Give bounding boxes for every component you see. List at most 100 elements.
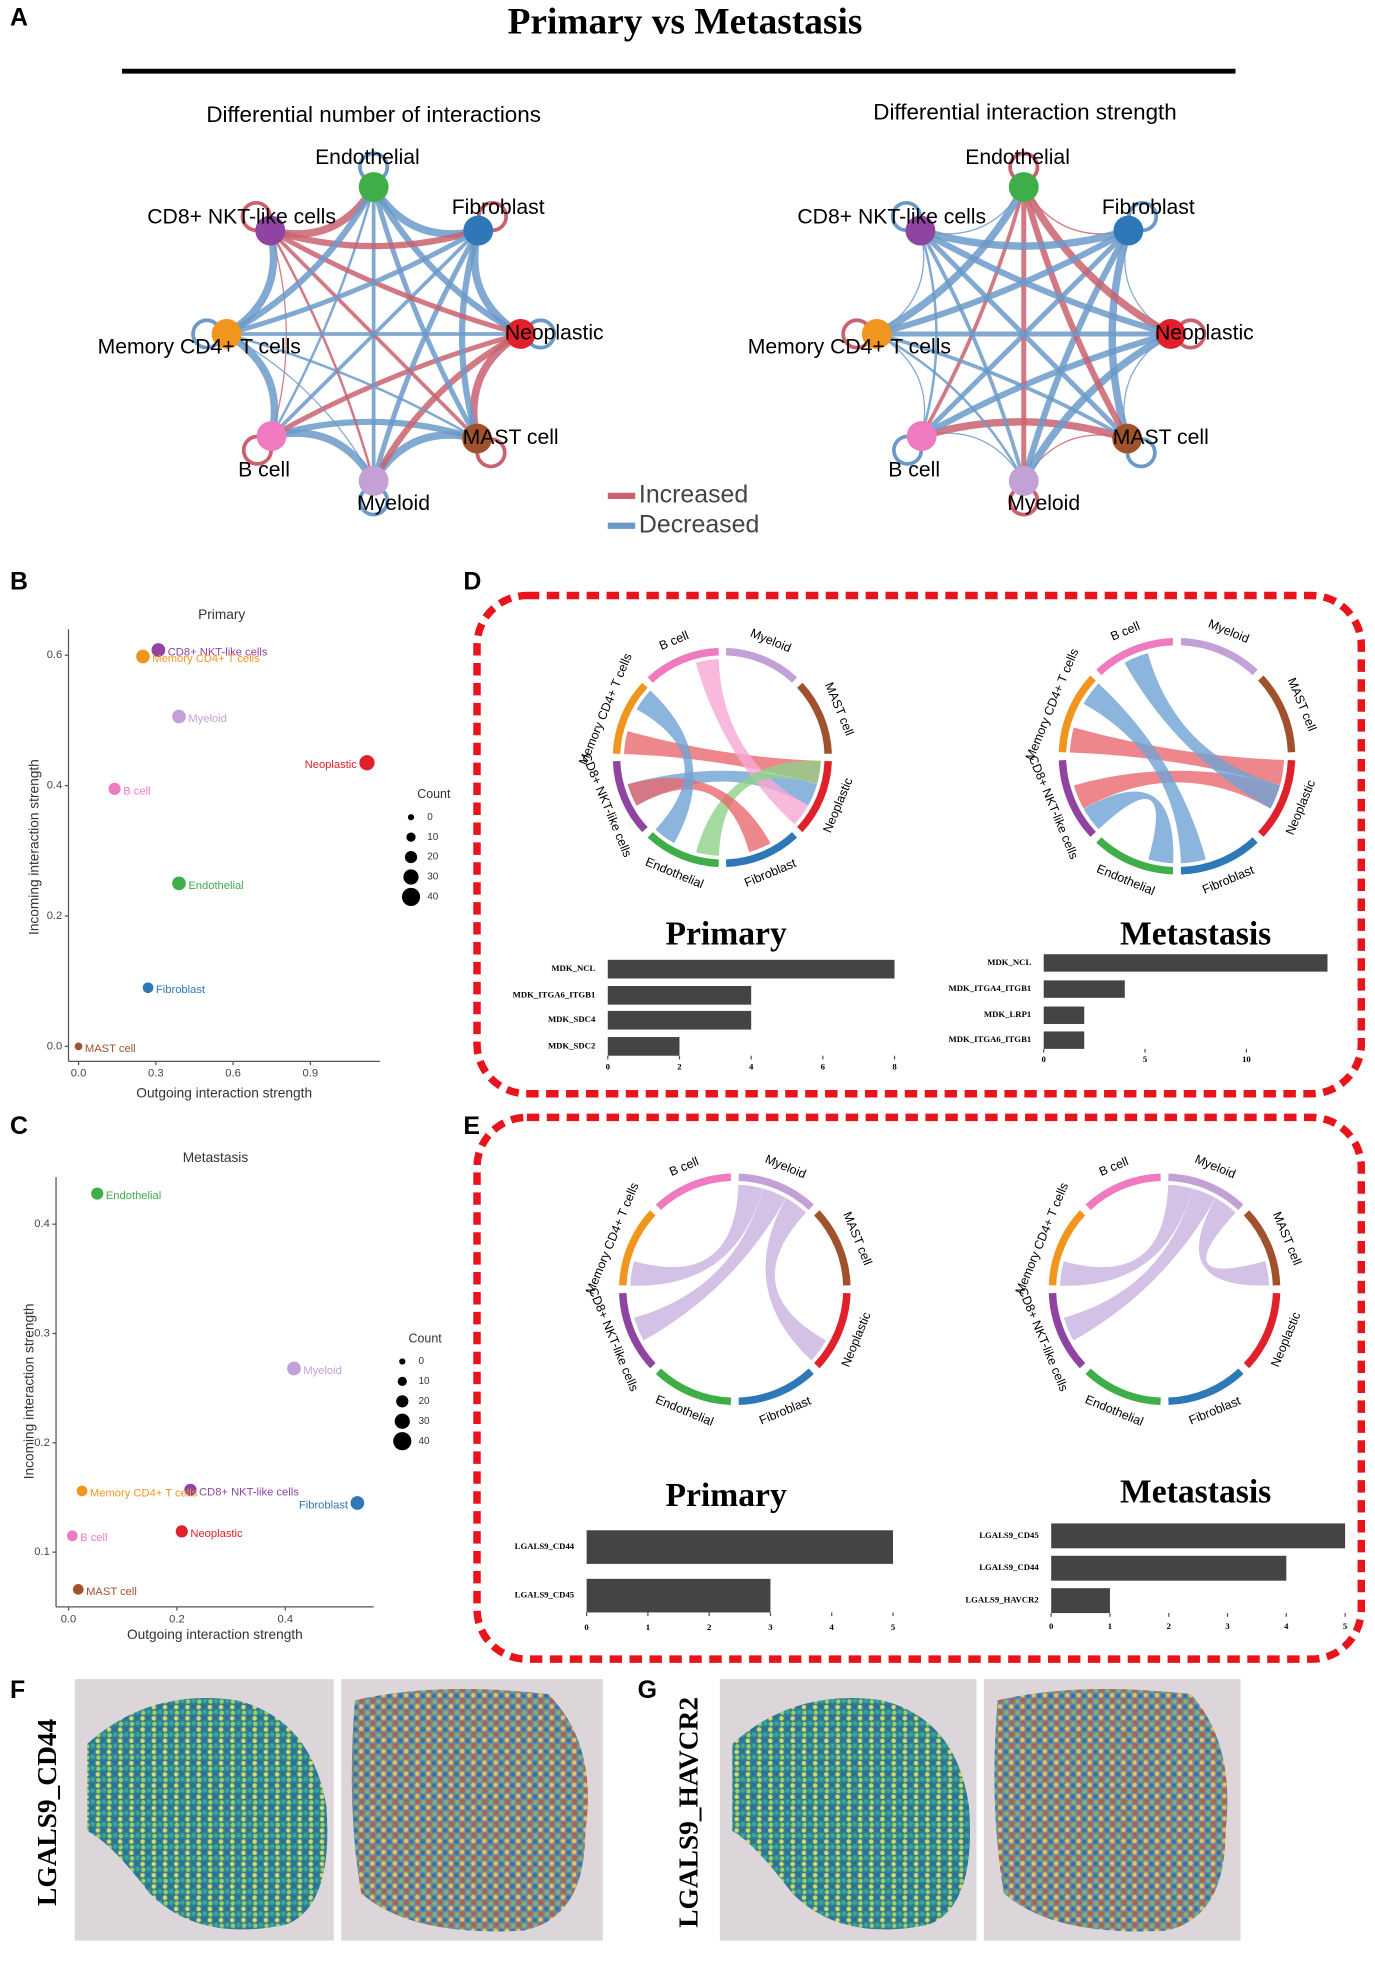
point-label: CD8+ NKT-like cells: [199, 1486, 299, 1498]
network-node: [256, 421, 287, 452]
bar-label: MDK_SDC2: [548, 1040, 595, 1050]
node-label: Endothelial: [965, 146, 1070, 169]
spatial-images: [74, 1679, 1241, 1941]
point-label: Memory CD4+ T cells: [152, 653, 260, 665]
x-tick-label: 8: [892, 1062, 897, 1072]
network-node: [211, 319, 242, 349]
x-tick-label: 3: [1225, 1621, 1230, 1631]
x-tick-label: 5: [891, 1622, 896, 1632]
x-tick-label: 1: [646, 1622, 650, 1632]
node-label: MAST cell: [463, 426, 559, 449]
chord-sector: [814, 1210, 851, 1286]
point-label: Myeloid: [303, 1365, 342, 1377]
bar-label: LGALS9_CD45: [515, 1590, 575, 1600]
chord-ribbon: [1083, 791, 1174, 864]
bar: [1051, 1588, 1110, 1614]
network-node: [1008, 465, 1039, 496]
node-label: Memory CD4+ T cells: [98, 335, 301, 358]
network-node: [905, 215, 936, 246]
node-label: Myeloid: [1007, 492, 1080, 515]
tissue: [994, 1689, 1228, 1932]
point-label: Myeloid: [188, 713, 227, 725]
network-edge: [269, 228, 522, 337]
network-edge: [1020, 186, 1130, 441]
network-edge: [875, 185, 1028, 338]
point-label: B cell: [80, 1532, 107, 1544]
chord-ribbon: [1198, 1198, 1270, 1286]
network-edge: [226, 332, 478, 440]
tissue: [732, 1697, 970, 1930]
y-tick-label: 0.2: [47, 910, 63, 922]
y-tick-label: 0.1: [34, 1546, 50, 1558]
spatial-label: LGALS9_HAVCR2: [674, 1697, 704, 1928]
network-edge: [270, 186, 375, 437]
point-label: B cell: [123, 785, 150, 797]
x-tick-label: 4: [1284, 1621, 1289, 1631]
node-label: B cell: [238, 459, 290, 482]
chord-sector: [619, 1210, 656, 1286]
network-node: [358, 172, 389, 202]
network-edge: [920, 330, 1172, 439]
bar-label: LGALS9_CD44: [979, 1562, 1039, 1572]
x-tick-label: 0: [1042, 1054, 1047, 1064]
x-tick-label: 0.3: [148, 1068, 164, 1080]
chord-sector: [655, 1368, 732, 1406]
chord-sector: [647, 832, 719, 867]
point-label: CD8+ NKT-like cells: [168, 646, 268, 658]
chord-sector: [1243, 1210, 1281, 1286]
point: [287, 1361, 301, 1376]
legend-label: Decreased: [639, 510, 759, 538]
node-label: Fibroblast: [452, 196, 545, 219]
x-tick-label: 4: [830, 1622, 835, 1632]
chord-sector: [1180, 837, 1258, 875]
chord-sector: [1257, 675, 1296, 753]
node-label: Fibroblast: [1102, 196, 1195, 219]
bar-label: LGALS9_CD44: [515, 1541, 575, 1551]
chord-sector: [1048, 1210, 1086, 1286]
chord-ribbon: [695, 659, 809, 825]
chord-ribbon: [627, 777, 771, 853]
point: [66, 1530, 78, 1542]
size-legend-label: 30: [427, 872, 439, 883]
point-label: Fibroblast: [299, 1499, 349, 1511]
bar-label: MDK_NCL: [551, 963, 595, 973]
sector-label: B cell: [657, 628, 690, 653]
chord-sector: [1048, 1292, 1086, 1369]
tissue: [351, 1689, 588, 1932]
y-tick-label: 0.4: [47, 780, 63, 792]
x-tick-label: 0: [584, 1622, 589, 1632]
point-label: Endothelial: [106, 1190, 161, 1202]
node-label: B cell: [888, 459, 940, 482]
panel-label: D: [463, 568, 481, 596]
point: [74, 1042, 83, 1051]
chord-ribbon: [696, 760, 821, 856]
panel-label: E: [463, 1112, 480, 1140]
node-label: Endothelial: [315, 146, 420, 169]
network-node: [1113, 215, 1144, 246]
spatial-label: LGALS9_CD44: [32, 1718, 62, 1906]
chord-sector: [1096, 637, 1174, 676]
size-legend-label: 40: [427, 892, 439, 903]
network-edge: [371, 186, 480, 440]
chord-ribbon: [630, 1184, 763, 1286]
size-legend-dot: [407, 814, 415, 821]
x-tick-label: 1: [1108, 1621, 1112, 1631]
node-label: CD8+ NKT-like cells: [147, 206, 336, 229]
network-title: Differential number of interactions: [206, 102, 541, 127]
bar-label: MDK_ITGA6_ITGB1: [949, 1034, 1032, 1044]
size-legend-label: 20: [427, 852, 439, 863]
sector-label: Myeloid: [1206, 617, 1251, 646]
x-tick-label: 0.0: [71, 1068, 87, 1080]
point: [108, 782, 121, 795]
chord-ribbon: [1059, 1184, 1193, 1286]
bar-label: MDK_LRP1: [984, 1009, 1031, 1019]
network-node: [906, 421, 937, 452]
bar: [607, 985, 752, 1005]
highlight-box: [473, 1113, 1366, 1663]
network-edge: [371, 229, 481, 482]
point-label: Neoplastic: [190, 1528, 243, 1540]
bar-label: MDK_NCL: [987, 957, 1031, 967]
bar-label: MDK_SDC4: [548, 1014, 596, 1024]
x-tick-label: 0: [1049, 1621, 1054, 1631]
